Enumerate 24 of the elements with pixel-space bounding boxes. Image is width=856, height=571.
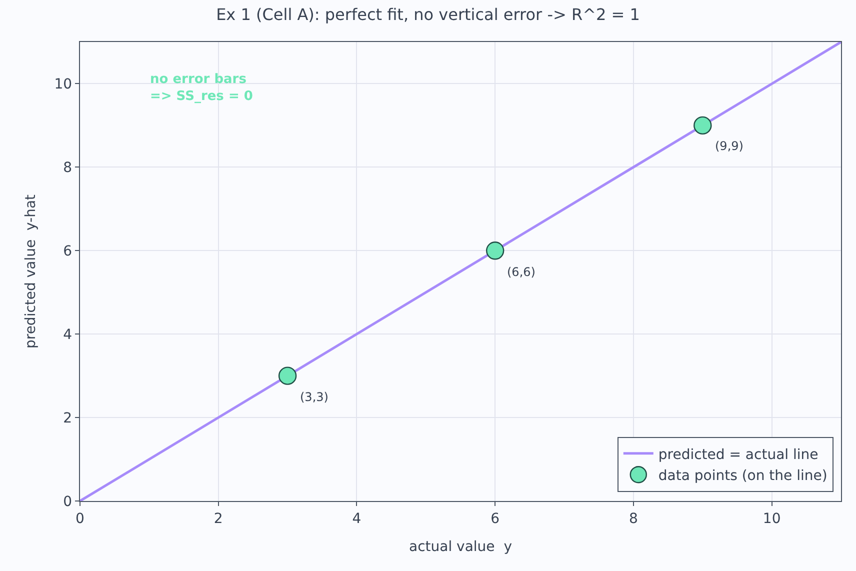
x-tick-label: 10 bbox=[762, 510, 781, 527]
x-tick-label: 4 bbox=[352, 510, 362, 527]
y-tick-label: 0 bbox=[63, 494, 72, 510]
legend-label: predicted = actual line bbox=[658, 446, 818, 463]
chart-title: Ex 1 (Cell A): perfect fit, no vertical error -> R^2 = 1 bbox=[216, 4, 640, 24]
legend-label: data points (on the line) bbox=[658, 468, 828, 484]
annotation: (9,9) bbox=[715, 139, 744, 153]
annotation: (3,3) bbox=[300, 390, 328, 404]
y-tick-label: 6 bbox=[63, 244, 72, 260]
y-axis-title: predicted value y-hat bbox=[22, 194, 39, 349]
point bbox=[278, 366, 297, 385]
y-tick-label: 2 bbox=[63, 410, 72, 426]
x-tick-label: 2 bbox=[214, 510, 223, 527]
y-tick-label: 10 bbox=[54, 76, 72, 93]
point bbox=[694, 116, 712, 135]
x-tick-label: 6 bbox=[490, 510, 500, 527]
x-tick-label: 8 bbox=[628, 510, 638, 527]
annotation: no error bars => SS_res = 0 bbox=[150, 72, 253, 104]
x-tick-label: 0 bbox=[76, 510, 84, 527]
y-tick-label: 4 bbox=[63, 326, 72, 343]
annotation: (6,6) bbox=[507, 265, 536, 279]
y-tick-label: 8 bbox=[63, 160, 72, 176]
x-axis-title: actual value y bbox=[409, 539, 512, 556]
point bbox=[486, 242, 504, 260]
